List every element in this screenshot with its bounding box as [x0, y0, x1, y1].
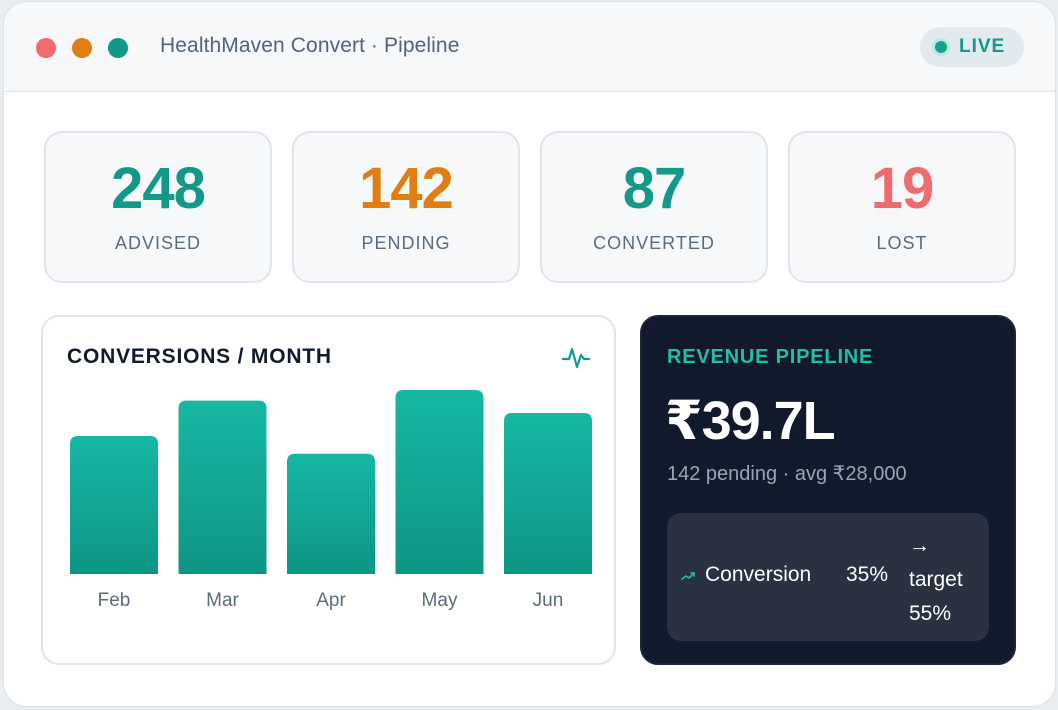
- revenue-amount: ₹39.7L: [665, 391, 836, 451]
- bar-jun: [504, 413, 592, 574]
- conversions-chart-card: Feb Mar Apr May Jun CONVERSIONS / MONTH: [41, 315, 616, 665]
- live-indicator-icon: [935, 41, 947, 53]
- x-tick-label: May: [422, 590, 458, 611]
- revenue-title: REVENUE PIPELINE: [667, 346, 874, 368]
- stat-card-advised: 248 ADVISED: [44, 131, 272, 283]
- bar-apr: [287, 453, 375, 574]
- target-arrow-icon: →: [909, 534, 930, 557]
- stat-value: 87: [622, 156, 687, 221]
- conversions-bar-chart: Feb Mar Apr May Jun: [70, 390, 592, 611]
- revenue-pipeline-card: REVENUE PIPELINE ₹39.7L 142 pending · av…: [640, 315, 1016, 665]
- x-tick-label: Mar: [206, 590, 239, 611]
- pulse-icon: [561, 347, 591, 369]
- maximize-window-button[interactable]: [108, 38, 128, 58]
- x-tick-label: Feb: [98, 590, 131, 611]
- title-bar: HealthMaven Convert · Pipeline LIVE: [4, 2, 1055, 92]
- target-label: target: [909, 568, 963, 591]
- target-value: 55%: [909, 602, 952, 625]
- conversion-target-panel: Conversion 35% → target 55%: [667, 513, 989, 641]
- chart-title: CONVERSIONS / MONTH: [67, 345, 332, 368]
- x-tick-label: Apr: [316, 590, 346, 611]
- minimize-window-button[interactable]: [72, 38, 92, 58]
- x-tick-label: Jun: [533, 590, 564, 611]
- stat-label: PENDING: [361, 233, 451, 253]
- stat-value: 248: [111, 156, 206, 221]
- target-block: → target 55%: [909, 529, 987, 631]
- stat-card-pending: 142 PENDING: [292, 131, 520, 283]
- conversion-label: Conversion: [705, 563, 812, 586]
- live-label: LIVE: [959, 36, 1006, 57]
- bar-mar: [178, 400, 267, 574]
- stat-label: LOST: [876, 233, 928, 253]
- stat-label: ADVISED: [114, 233, 202, 253]
- stat-card-converted: 87 CONVERTED: [540, 131, 768, 283]
- stat-label: CONVERTED: [593, 233, 715, 253]
- stat-value: 19: [870, 156, 935, 221]
- bar-feb: [70, 436, 158, 574]
- stat-card-lost: 19 LOST: [788, 131, 1016, 283]
- trend-up-icon: [681, 572, 695, 580]
- stat-value: 142: [359, 156, 454, 221]
- revenue-subtitle: 142 pending · avg ₹28,000: [667, 463, 907, 485]
- conversion-value: 35%: [846, 563, 889, 586]
- bar-may: [395, 390, 484, 574]
- live-status-badge: LIVE: [920, 27, 1024, 67]
- window-title: HealthMaven Convert · Pipeline: [160, 34, 460, 57]
- close-window-button[interactable]: [36, 38, 56, 58]
